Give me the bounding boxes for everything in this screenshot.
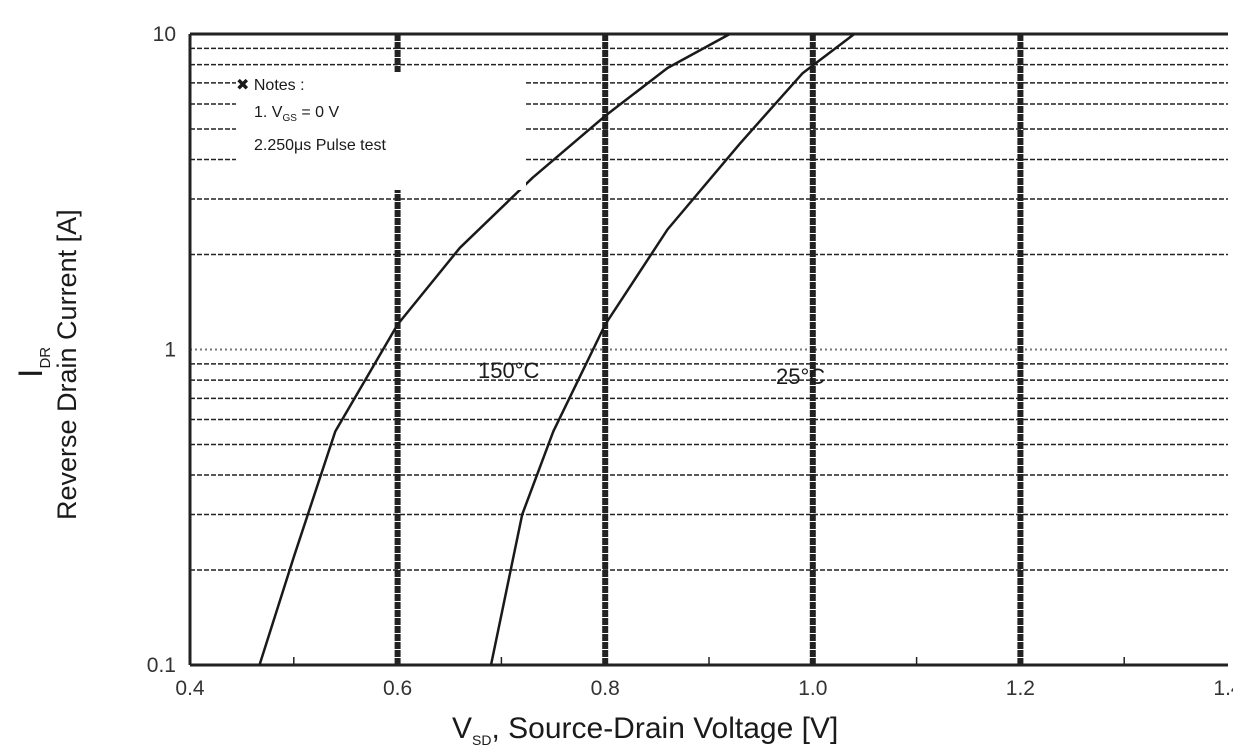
y-axis-label: Reverse Drain Current [A] <box>52 209 82 520</box>
notes-box: ✖ Notes : 1. VGS = 0 V 2.250μs Pulse tes… <box>236 72 526 190</box>
series-line-1 <box>489 33 856 666</box>
x-axis-label: VSD, Source-Drain Voltage [V] <box>452 712 839 748</box>
y-tick-label: 1 <box>164 339 176 362</box>
notes-line-2: 2.250μs Pulse test <box>254 137 386 155</box>
y-axis-symbol: IDR <box>12 346 54 378</box>
x-tick-label: 0.4 <box>175 677 205 700</box>
y-tick-label: 0.1 <box>147 654 176 677</box>
x-tick-label: 1.0 <box>798 677 827 700</box>
y-tick-label: 10 <box>153 23 176 46</box>
series-label-150c: 150°C <box>478 358 540 383</box>
notes-line-1: 1. VGS = 0 V <box>254 104 340 125</box>
x-tick-label: 1.2 <box>1006 677 1035 700</box>
series-label-25c: 25°C <box>776 364 826 389</box>
notes-title: ✖ Notes : <box>236 77 305 94</box>
series-line-0 <box>258 32 731 666</box>
x-tick-label: 0.6 <box>383 677 412 700</box>
x-tick-label: 1.4 <box>1213 677 1233 700</box>
x-tick-label: 0.8 <box>591 677 620 700</box>
